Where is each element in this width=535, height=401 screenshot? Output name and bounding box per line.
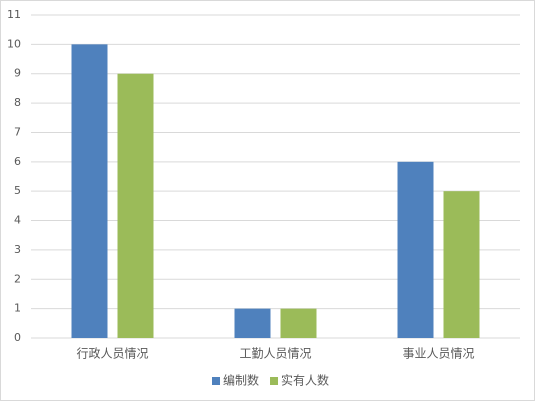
x-tick-label: 事业人员情况: [402, 347, 474, 361]
bar: [234, 308, 271, 338]
bar: [397, 161, 434, 338]
y-tick-label: 5: [14, 184, 21, 197]
y-tick-label: 9: [14, 67, 21, 80]
legend-label: 实有人数: [281, 373, 329, 388]
y-tick-label: 2: [14, 272, 21, 285]
y-tick-label: 4: [14, 214, 21, 227]
bar: [117, 73, 154, 339]
y-tick-label: 3: [14, 243, 21, 256]
legend-swatch: [270, 377, 279, 385]
y-tick-label: 1: [14, 302, 21, 315]
y-tick-label: 7: [14, 125, 21, 138]
bar: [443, 191, 480, 338]
y-tick-label: 8: [14, 96, 21, 109]
y-tick-label: 6: [14, 155, 21, 168]
y-tick-label: 0: [14, 331, 21, 344]
bar: [280, 308, 317, 338]
y-tick-label: 11: [7, 8, 21, 21]
bar: [71, 44, 108, 338]
x-tick-label: 行政人员情况: [76, 347, 148, 361]
legend-swatch: [212, 377, 220, 385]
legend-label: 编制数: [223, 373, 259, 388]
y-tick-label: 10: [7, 37, 21, 50]
x-tick-label: 工勤人员情况: [239, 347, 311, 361]
